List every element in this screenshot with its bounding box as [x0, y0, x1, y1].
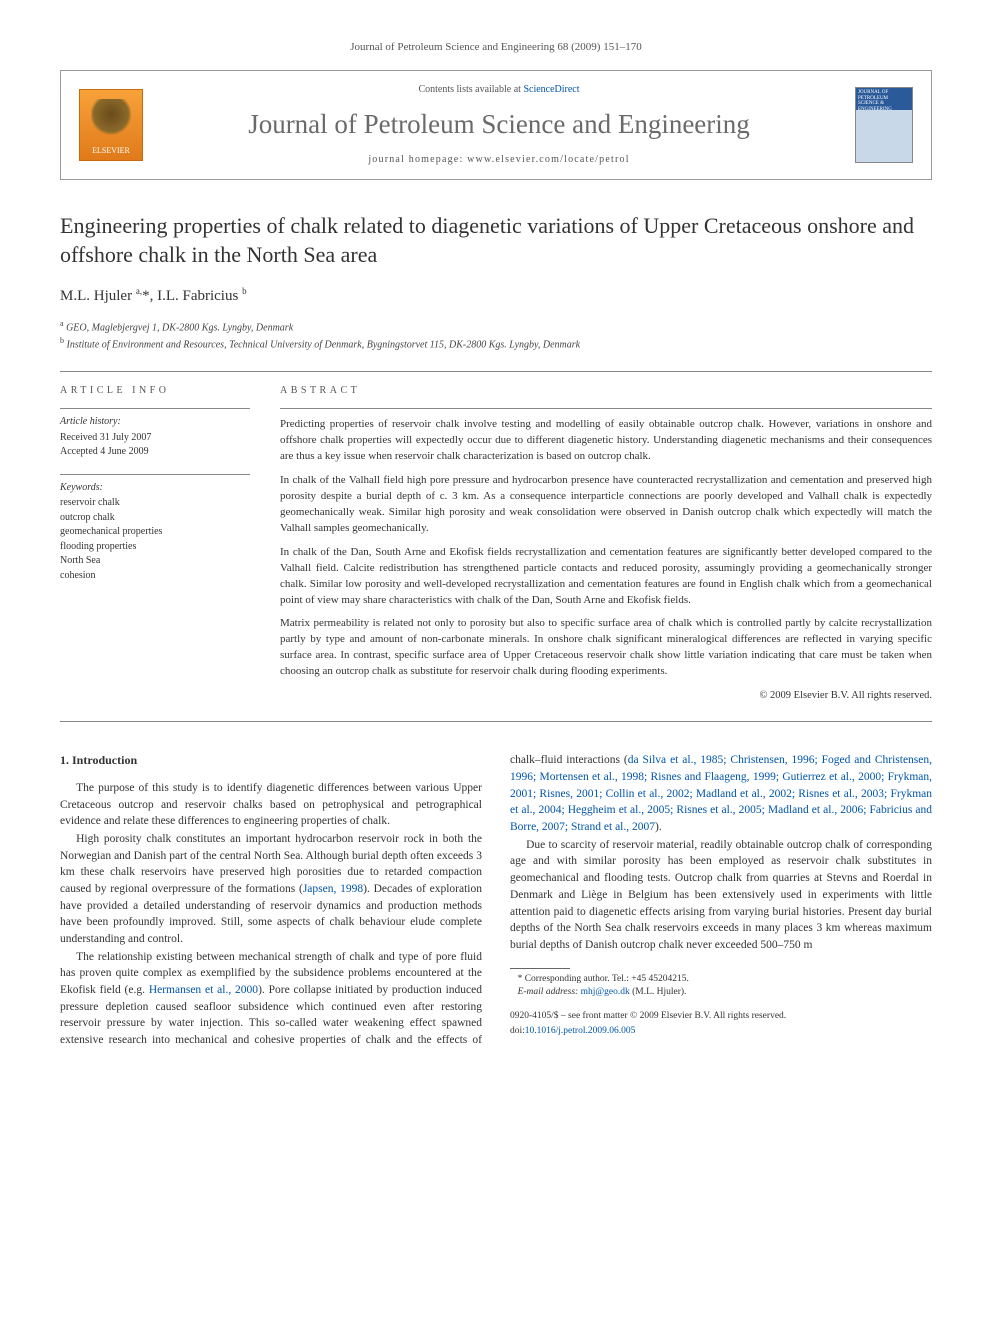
author-list: M.L. Hjuler a,*, I.L. Fabricius b	[60, 285, 932, 308]
author-2: I.L. Fabricius	[157, 288, 242, 304]
keyword: reservoir chalk	[60, 496, 250, 511]
contents-line: Contents lists available at ScienceDirec…	[143, 83, 855, 98]
running-head: Journal of Petroleum Science and Enginee…	[60, 40, 932, 56]
email-line: E-mail address: mhj@geo.dk (M.L. Hjuler)…	[510, 986, 932, 1000]
journal-header-center: Contents lists available at ScienceDirec…	[143, 83, 855, 167]
elsevier-logo-label: ELSEVIER	[92, 145, 130, 157]
keyword: geomechanical properties	[60, 525, 250, 540]
abstract-rule	[280, 408, 932, 409]
article-info-head: ARTICLE INFO	[60, 384, 250, 399]
sciencedirect-link[interactable]: ScienceDirect	[523, 84, 579, 95]
info-abstract-row: ARTICLE INFO Article history: Received 3…	[60, 372, 932, 722]
section-title: Introduction	[72, 753, 137, 767]
body-p2: High porosity chalk constitutes an impor…	[60, 831, 482, 948]
citation-link[interactable]: Japsen, 1998	[303, 883, 363, 895]
abstract-text: Predicting properties of reservoir chalk…	[280, 417, 932, 703]
affiliation-b: Institute of Environment and Resources, …	[67, 340, 581, 351]
article-title: Engineering properties of chalk related …	[60, 212, 932, 269]
journal-homepage: journal homepage: www.elsevier.com/locat…	[143, 153, 855, 168]
abstract-p4: Matrix permeability is related not only …	[280, 616, 932, 680]
footnotes: * Corresponding author. Tel.: +45 452042…	[510, 973, 932, 1001]
body-p4: Due to scarcity of reservoir material, r…	[510, 837, 932, 954]
journal-cover-thumbnail: JOURNAL OF PETROLEUM SCIENCE & ENGINEERI…	[855, 87, 913, 163]
citation-link[interactable]: Hermansen et al., 2000	[149, 984, 258, 996]
keyword: cohesion	[60, 569, 250, 584]
history-label: Article history:	[60, 415, 250, 430]
affiliation-a: GEO, Maglebjergvej 1, DK-2800 Kgs. Lyngb…	[66, 322, 293, 333]
keyword: North Sea	[60, 554, 250, 569]
contents-prefix: Contents lists available at	[418, 84, 523, 95]
section-number: 1.	[60, 753, 69, 767]
corr-star: *	[142, 288, 150, 304]
abstract-copyright: © 2009 Elsevier B.V. All rights reserved…	[280, 688, 932, 703]
accepted-date: Accepted 4 June 2009	[60, 445, 250, 460]
abstract-p2: In chalk of the Valhall field high pore …	[280, 473, 932, 537]
front-matter-block: 0920-4105/$ – see front matter © 2009 El…	[510, 1010, 932, 1039]
elsevier-logo: ELSEVIER	[79, 89, 143, 161]
elsevier-tree-icon	[91, 99, 131, 143]
keyword: flooding properties	[60, 540, 250, 555]
section-heading: 1. Introduction	[60, 752, 482, 769]
journal-header-box: ELSEVIER Contents lists available at Sci…	[60, 70, 932, 180]
author-1: M.L. Hjuler	[60, 288, 136, 304]
affiliations: a GEO, Maglebjergvej 1, DK-2800 Kgs. Lyn…	[60, 318, 932, 353]
rule-bottom	[60, 721, 932, 722]
doi-link[interactable]: 10.1016/j.petrol.2009.06.005	[525, 1026, 636, 1036]
front-matter: 0920-4105/$ – see front matter © 2009 El…	[510, 1010, 932, 1024]
body-p1: The purpose of this study is to identify…	[60, 780, 482, 830]
keyword: outcrop chalk	[60, 511, 250, 526]
article-info-column: ARTICLE INFO Article history: Received 3…	[60, 384, 250, 704]
received-date: Received 31 July 2007	[60, 431, 250, 446]
abstract-p1: Predicting properties of reservoir chalk…	[280, 417, 932, 465]
body-two-column: 1. Introduction The purpose of this stud…	[60, 752, 932, 1048]
journal-title: Journal of Petroleum Science and Enginee…	[143, 105, 855, 144]
corresponding-author: * Corresponding author. Tel.: +45 452042…	[510, 973, 932, 987]
homepage-prefix: journal homepage:	[368, 154, 467, 165]
abstract-p3: In chalk of the Dan, South Arne and Ekof…	[280, 545, 932, 609]
author-2-aff: b	[242, 286, 247, 296]
footnote-rule	[510, 968, 570, 969]
cover-thumb-text: JOURNAL OF PETROLEUM SCIENCE & ENGINEERI…	[858, 90, 892, 112]
email-link[interactable]: mhj@geo.dk	[581, 987, 630, 997]
doi-line: doi:10.1016/j.petrol.2009.06.005	[510, 1025, 932, 1039]
keywords-label: Keywords:	[60, 481, 250, 496]
homepage-url: www.elsevier.com/locate/petrol	[467, 154, 630, 165]
abstract-column: ABSTRACT Predicting properties of reserv…	[280, 384, 932, 704]
abstract-head: ABSTRACT	[280, 384, 932, 399]
